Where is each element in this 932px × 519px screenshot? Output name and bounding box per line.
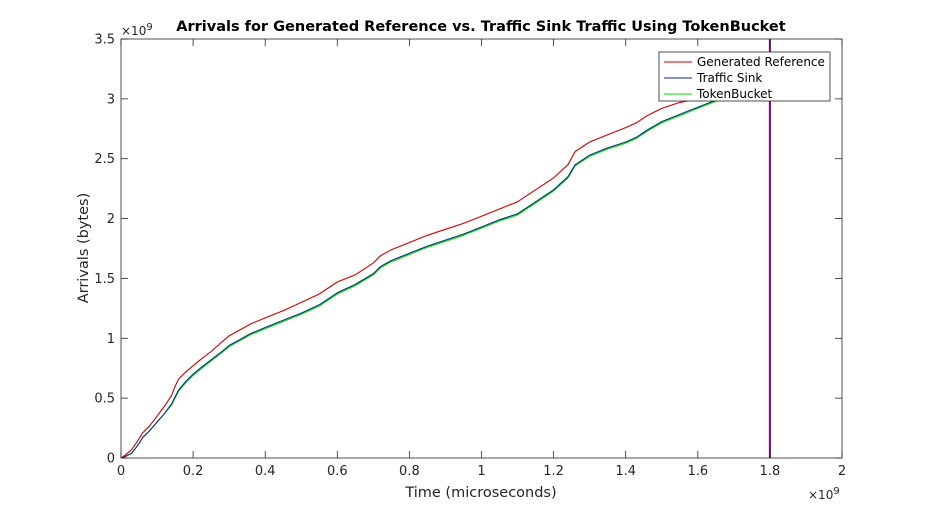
ticks-layer: 0 0.2 0.4 0.6 0.8 1 1.2 1.4 1.6 1.8 2 0 0.5 1 1.5 2 2.5 3… xyxy=(94,33,846,480)
y-tick-label: 3 xyxy=(107,92,115,107)
y-tick-label: 0 xyxy=(107,452,115,467)
plot-area: 0 0.2 0.4 0.6 0.8 1 1.2 1.4 1.6 1.8 2 0 0.5 1 1.5 2 2.5 3… xyxy=(94,33,846,480)
series-layer xyxy=(120,39,771,459)
series-line-traffic-sink xyxy=(120,95,735,459)
legend-box xyxy=(658,51,831,102)
y-tick-label: 1.5 xyxy=(94,272,115,287)
legend: Generated Reference Traffic Sink TokenBuck… xyxy=(658,51,831,102)
x-tick-label: 0.6 xyxy=(327,464,348,479)
x-tick-label: 1.6 xyxy=(687,464,708,479)
y-tick-label: 0.5 xyxy=(94,392,115,407)
x-axis-label: Time (microseconds) xyxy=(404,485,556,501)
y-tick-label: 2 xyxy=(107,212,115,227)
legend-label: Generated Reference xyxy=(697,55,825,69)
y-exponent-label: ×109 xyxy=(121,22,153,38)
x-tick-label: 0.8 xyxy=(399,464,420,479)
series-line-tokenbucket xyxy=(120,97,735,459)
legend-label: Traffic Sink xyxy=(696,71,762,85)
x-tick-label: 1.2 xyxy=(543,464,564,479)
y-tick-label: 1 xyxy=(107,332,115,347)
axes-box xyxy=(121,39,842,458)
legend-label: TokenBucket xyxy=(696,87,772,101)
y-axis-label: Arrivals (bytes) xyxy=(76,193,92,304)
chart-title: Arrivals for Generated Reference vs. Tra… xyxy=(176,19,785,35)
x-tick-label: 1 xyxy=(477,464,485,479)
y-tick-label: 3.5 xyxy=(94,33,115,48)
x-tick-label: 0 xyxy=(117,464,125,479)
legend-items: Generated Reference Traffic Sink TokenBuck… xyxy=(664,55,825,101)
x-tick-label: 2 xyxy=(838,464,846,479)
x-tick-label: 0.2 xyxy=(183,464,204,479)
x-tick-label: 1.4 xyxy=(615,464,636,479)
x-exponent-power: 9 xyxy=(833,486,839,497)
x-tick-label: 1.8 xyxy=(760,464,781,479)
series-line-generated-reference xyxy=(120,97,706,459)
y-exponent-base: ×10 xyxy=(121,24,146,38)
y-tick-label: 2.5 xyxy=(94,152,115,167)
x-tick-label: 0.4 xyxy=(255,464,276,479)
x-exponent-label: ×109 xyxy=(808,486,840,502)
y-exponent-power: 9 xyxy=(146,22,152,33)
x-exponent-base: ×10 xyxy=(808,488,833,502)
